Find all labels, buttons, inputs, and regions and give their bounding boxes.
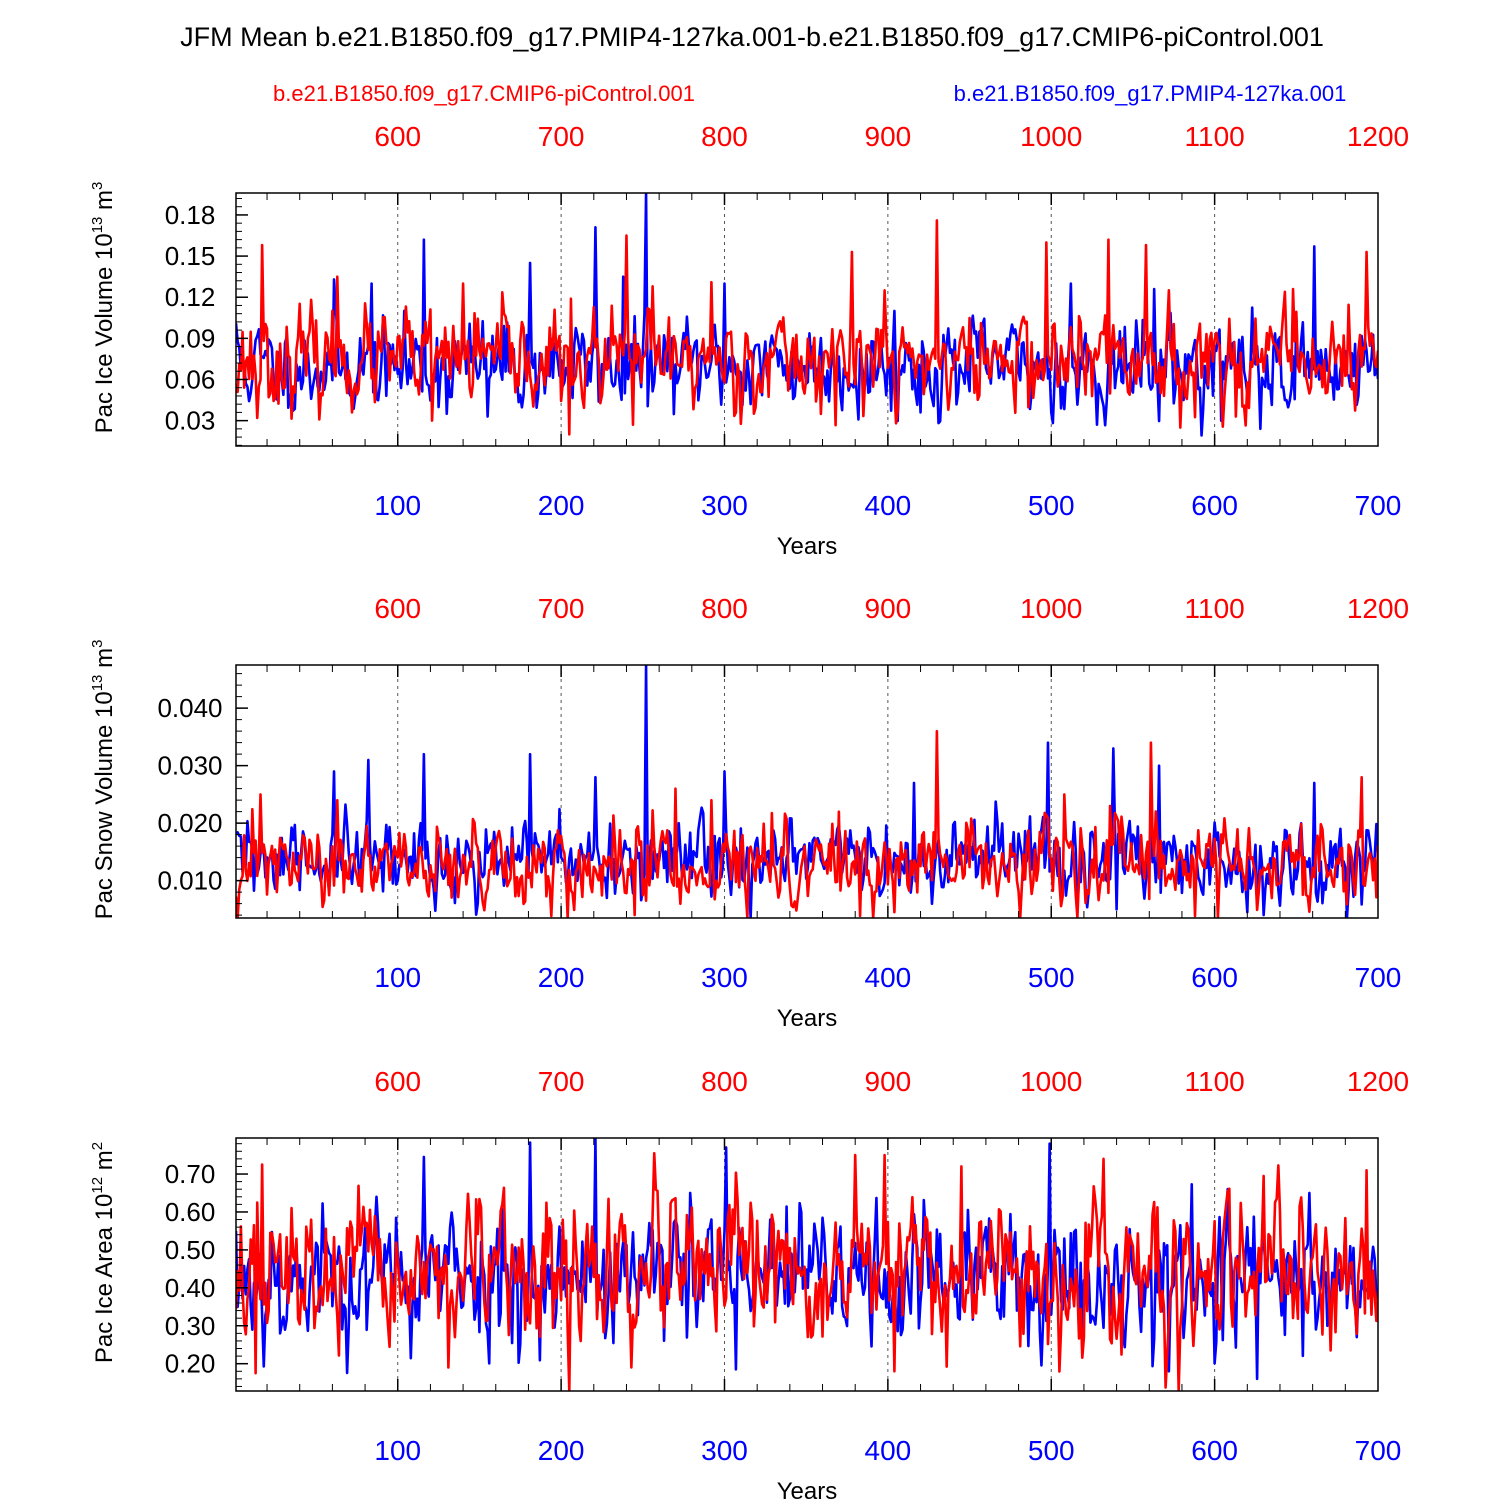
x-top-tick-label: 1200 (1347, 593, 1409, 624)
y-tick-label: 0.09 (165, 323, 216, 353)
legend-blue-label: b.e21.B1850.f09_g17.PMIP4-127ka.001 (954, 81, 1347, 106)
y-axis-label-unit-exponent: 3 (89, 182, 106, 190)
x-top-tick-label: 700 (538, 593, 585, 624)
x-bottom-tick-label: 300 (701, 962, 748, 993)
legend-red-label: b.e21.B1850.f09_g17.CMIP6-piControl.001 (273, 81, 695, 106)
panel-2: 0.010 0.020 0.030 0.040 100 200 300 400 500 600 70… (89, 593, 1409, 1032)
x-bottom-tick-label: 400 (865, 962, 912, 993)
x-bottom-tick-label: 700 (1355, 1435, 1402, 1466)
x-top-tick-label: 1200 (1347, 1066, 1409, 1097)
x-top-tick-label: 1000 (1020, 121, 1082, 152)
x-top-tick-label: 1000 (1020, 1066, 1082, 1097)
x-bottom-tick-label: 200 (538, 490, 585, 521)
x-axis-label: Years (777, 533, 838, 560)
y-tick-label: 0.15 (165, 241, 216, 271)
y-axis-label-unit: m (91, 190, 118, 217)
y-tick-label: 0.03 (165, 406, 216, 436)
y-axis-label-exponent: 13 (89, 217, 106, 234)
x-bottom-tick-label: 500 (1028, 1435, 1075, 1466)
x-bottom-tick-label: 200 (538, 962, 585, 993)
x-top-tick-label: 800 (701, 1066, 748, 1097)
figure-title: JFM Mean b.e21.B1850.f09_g17.PMIP4-127ka… (180, 22, 1324, 52)
y-axis-label-main: Pac Ice Area 10 (91, 1194, 118, 1363)
x-bottom-tick-label: 200 (538, 1435, 585, 1466)
series-line-cmip6-picontrol (236, 219, 1378, 436)
y-tick-label: 0.18 (165, 200, 216, 230)
x-top-tick-label: 1200 (1347, 121, 1409, 152)
x-top-tick-label: 600 (374, 1066, 421, 1097)
series-line-pmip4-127ka (236, 1138, 1378, 1381)
y-tick-label: 0.06 (165, 364, 216, 394)
y-tick-label: 0.40 (165, 1273, 216, 1303)
y-axis-label-unit-exponent: 2 (89, 1142, 106, 1150)
plot-frame (235, 1137, 1379, 1392)
y-axis-label-unit: m (91, 1150, 118, 1177)
y-axis-label-unit: m (91, 648, 118, 675)
x-bottom-tick-label: 300 (701, 1435, 748, 1466)
x-bottom-tick-label: 500 (1028, 962, 1075, 993)
plot-frame (235, 192, 1379, 447)
y-axis-label: Pac Ice Volume 1013 m3 (89, 182, 118, 434)
y-tick-label: 0.020 (157, 808, 222, 838)
series-line-cmip6-picontrol (236, 729, 1378, 918)
x-top-tick-label: 900 (865, 121, 912, 152)
x-top-tick-label: 900 (865, 593, 912, 624)
x-top-tick-label: 600 (374, 593, 421, 624)
x-top-tick-label: 700 (538, 121, 585, 152)
y-tick-label: 0.70 (165, 1159, 216, 1189)
x-bottom-tick-label: 600 (1191, 962, 1238, 993)
x-bottom-tick-label: 300 (701, 490, 748, 521)
x-bottom-tick-label: 400 (865, 490, 912, 521)
y-axis-label-exponent: 12 (89, 1177, 106, 1194)
y-tick-label: 0.30 (165, 1311, 216, 1341)
y-axis-label-unit-exponent: 3 (89, 640, 106, 648)
y-axis-label-main: Pac Ice Volume 10 (91, 233, 118, 433)
x-top-tick-label: 800 (701, 121, 748, 152)
y-axis-label-exponent: 13 (89, 675, 106, 692)
y-tick-label: 0.040 (157, 693, 222, 723)
y-tick-label: 0.030 (157, 751, 222, 781)
y-tick-label: 0.010 (157, 866, 222, 896)
plot-frame (235, 664, 1379, 919)
x-bottom-tick-label: 500 (1028, 490, 1075, 521)
x-axis-label: Years (777, 1005, 838, 1032)
x-bottom-tick-label: 700 (1355, 490, 1402, 521)
y-tick-label: 0.60 (165, 1197, 216, 1227)
x-bottom-tick-label: 600 (1191, 490, 1238, 521)
series-line-cmip6-picontrol (236, 1151, 1378, 1391)
x-top-tick-label: 1100 (1185, 121, 1245, 152)
x-top-tick-label: 700 (538, 1066, 585, 1097)
x-top-tick-label: 1000 (1020, 593, 1082, 624)
y-tick-label: 0.20 (165, 1349, 216, 1379)
y-tick-label: 0.12 (165, 282, 216, 312)
x-bottom-tick-label: 100 (374, 962, 421, 993)
y-axis-label-main: Pac Snow Volume 10 (91, 691, 118, 919)
x-top-tick-label: 1100 (1185, 1066, 1245, 1097)
x-top-tick-label: 600 (374, 121, 421, 152)
x-top-tick-label: 1100 (1185, 593, 1245, 624)
panel-3: 0.20 0.30 0.40 0.50 0.60 0.70 100 200 300 400 500 6… (89, 1066, 1409, 1500)
x-axis-label: Years (777, 1478, 838, 1500)
x-top-tick-label: 800 (701, 593, 748, 624)
y-axis-label: Pac Ice Area 1012 m2 (89, 1142, 118, 1363)
x-top-tick-label: 900 (865, 1066, 912, 1097)
y-tick-label: 0.50 (165, 1235, 216, 1265)
y-axis-label: Pac Snow Volume 1013 m3 (89, 640, 118, 920)
x-bottom-tick-label: 100 (374, 490, 421, 521)
x-bottom-tick-label: 400 (865, 1435, 912, 1466)
x-bottom-tick-label: 600 (1191, 1435, 1238, 1466)
x-bottom-tick-label: 700 (1355, 962, 1402, 993)
panel-1: 0.03 0.06 0.09 0.12 0.15 0.18 100 200 300 400 500 6… (89, 121, 1409, 560)
x-bottom-tick-label: 100 (374, 1435, 421, 1466)
